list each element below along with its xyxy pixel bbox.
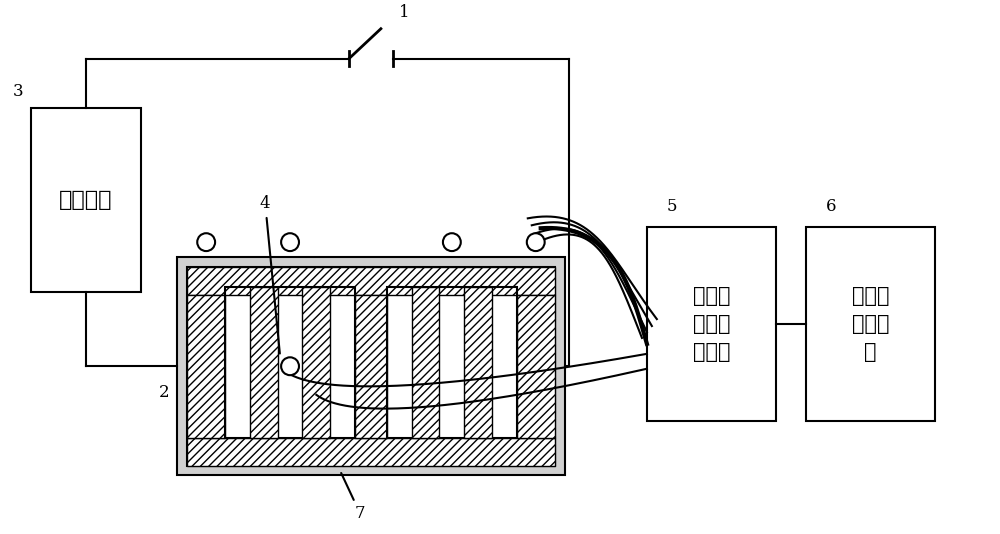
Text: 5: 5 <box>667 198 677 215</box>
Bar <box>225 287 355 438</box>
Bar <box>806 227 935 421</box>
Text: 感应电
动势测
量装置: 感应电 动势测 量装置 <box>693 286 730 362</box>
Bar <box>517 295 555 438</box>
Bar <box>187 295 225 438</box>
Text: 3: 3 <box>13 83 24 100</box>
Bar <box>464 287 492 438</box>
Bar <box>647 227 776 421</box>
Bar <box>250 287 278 438</box>
Text: 7: 7 <box>341 473 365 522</box>
Circle shape <box>281 357 299 375</box>
Bar <box>31 108 141 292</box>
Text: 4: 4 <box>260 195 280 354</box>
Text: 短路装置: 短路装置 <box>59 190 113 210</box>
Circle shape <box>527 233 545 251</box>
Bar <box>302 287 330 438</box>
Bar <box>412 287 439 438</box>
Text: 磁密度
计算装
置: 磁密度 计算装 置 <box>852 286 889 362</box>
Bar <box>387 287 517 438</box>
Bar <box>225 295 355 438</box>
Circle shape <box>197 233 215 251</box>
Bar <box>177 257 565 475</box>
Bar <box>187 438 555 466</box>
Text: 1: 1 <box>399 4 409 21</box>
Text: 6: 6 <box>826 198 836 215</box>
Bar <box>187 267 555 295</box>
Bar <box>355 295 387 438</box>
Circle shape <box>281 233 299 251</box>
Text: 2: 2 <box>159 384 169 401</box>
Bar <box>387 295 517 438</box>
Bar <box>187 267 555 466</box>
Circle shape <box>443 233 461 251</box>
